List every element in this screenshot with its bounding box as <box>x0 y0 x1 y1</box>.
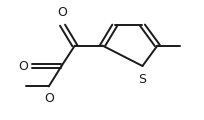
Text: O: O <box>44 92 53 105</box>
Text: O: O <box>18 60 28 72</box>
Text: O: O <box>57 6 67 19</box>
Text: S: S <box>138 73 146 86</box>
